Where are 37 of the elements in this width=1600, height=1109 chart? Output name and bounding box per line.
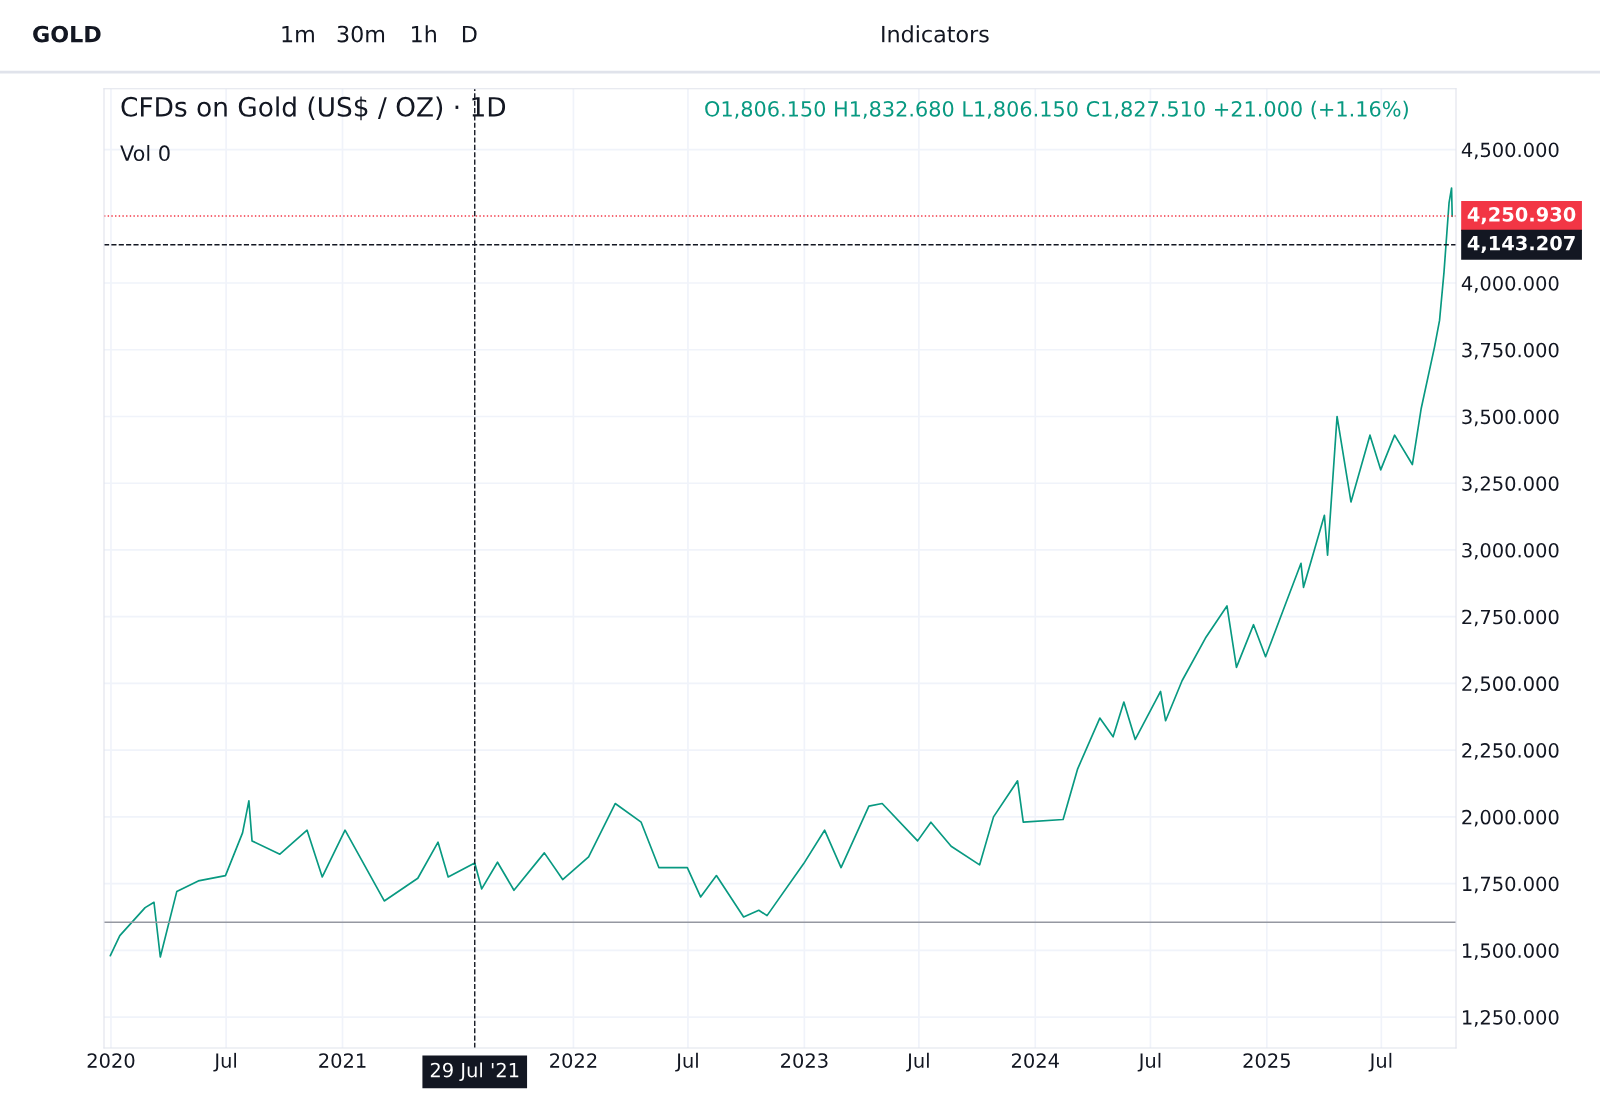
annotation: O1,806.150 H1,832.680 L1,806.150 C1,827.510 +21.000 (+1.16%) <box>705 100 1408 120</box>
y-tick-label: 3,500.000 <box>1462 409 1559 427</box>
x-tick-label: Jul <box>1137 1052 1161 1072</box>
y-tick-label: 1,750.000 <box>1463 876 1559 894</box>
y-tick-label: 1,250.000 <box>1463 1010 1559 1027</box>
x-tick-label: 2025 <box>1243 1053 1290 1068</box>
text: 1h <box>412 25 436 43</box>
text: Indicators <box>882 25 989 43</box>
line-series <box>109 187 1454 958</box>
x-tick-label: 2021 <box>319 1053 366 1068</box>
x-tick-label: Jul <box>675 1052 698 1072</box>
x-tick-label: Jul <box>1368 1052 1392 1072</box>
y-tick-label: 1,500.000 <box>1463 943 1559 960</box>
x-tick-label: 2022 <box>550 1053 597 1068</box>
x-tick-label: 2020 <box>87 1053 135 1068</box>
y-tick-label: 3,750.000 <box>1462 342 1559 360</box>
x-tick-label: Jul <box>213 1052 237 1072</box>
ref-line-label: 29 Jul '21 <box>430 1062 519 1082</box>
y-tick-label: 2,750.000 <box>1462 609 1559 627</box>
text: GOLD <box>33 25 101 43</box>
ref-line-label: 4,250.930 <box>1467 206 1576 225</box>
y-tick-label: 4,000.000 <box>1461 275 1559 293</box>
x-tick-label: 2023 <box>781 1053 828 1068</box>
y-tick-label: 3,000.000 <box>1462 542 1559 560</box>
x-tick-label: 2024 <box>1011 1053 1059 1068</box>
y-tick-label: 2,000.000 <box>1462 809 1559 827</box>
ref-line-label: 4,143.207 <box>1467 235 1575 253</box>
text: 1m <box>282 25 314 43</box>
y-tick-label: 2,500.000 <box>1462 676 1559 694</box>
chart-title: CFDs on Gold (US$ / OZ) · 1D <box>121 96 506 121</box>
annotation: Vol 0 <box>120 144 170 162</box>
text: 30m <box>337 25 385 43</box>
y-tick-label: 4,500.000 <box>1461 142 1559 160</box>
y-tick-label: 3,250.000 <box>1462 476 1559 493</box>
y-tick-label: 2,250.000 <box>1462 743 1559 760</box>
x-tick-label: Jul <box>906 1052 929 1072</box>
text: D <box>462 25 477 43</box>
